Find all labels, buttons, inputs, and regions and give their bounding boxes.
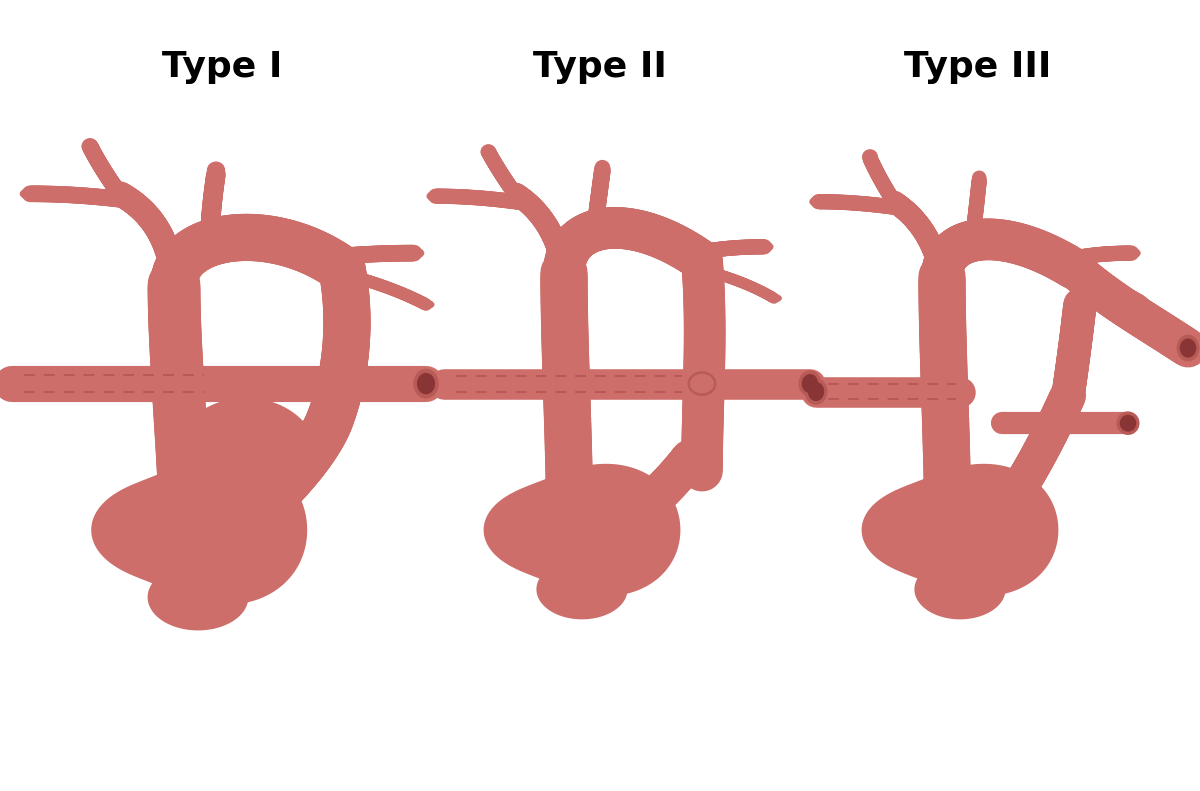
Ellipse shape — [809, 383, 823, 400]
Polygon shape — [914, 559, 1006, 619]
Text: Type I: Type I — [162, 51, 282, 84]
Polygon shape — [536, 559, 628, 619]
Ellipse shape — [972, 172, 986, 184]
Ellipse shape — [404, 248, 424, 258]
Ellipse shape — [1123, 248, 1140, 258]
Ellipse shape — [595, 161, 610, 175]
Ellipse shape — [419, 301, 434, 308]
Text: Type III: Type III — [905, 51, 1051, 84]
Ellipse shape — [414, 369, 438, 398]
Polygon shape — [174, 398, 319, 520]
Ellipse shape — [427, 191, 444, 201]
Ellipse shape — [1181, 339, 1195, 357]
Ellipse shape — [810, 197, 827, 206]
Ellipse shape — [863, 149, 877, 163]
Ellipse shape — [767, 294, 781, 301]
Ellipse shape — [756, 242, 773, 252]
Ellipse shape — [1135, 297, 1147, 304]
Polygon shape — [148, 564, 248, 630]
Ellipse shape — [481, 146, 496, 158]
Ellipse shape — [805, 379, 827, 404]
Ellipse shape — [83, 140, 98, 153]
Ellipse shape — [1121, 415, 1135, 431]
Text: Type II: Type II — [533, 51, 667, 84]
Ellipse shape — [1177, 335, 1199, 361]
Ellipse shape — [208, 162, 224, 178]
Ellipse shape — [1117, 412, 1139, 434]
Polygon shape — [484, 464, 680, 596]
Ellipse shape — [418, 373, 434, 394]
Polygon shape — [862, 464, 1058, 596]
Ellipse shape — [20, 188, 40, 199]
Ellipse shape — [684, 462, 720, 479]
Ellipse shape — [803, 375, 817, 392]
Polygon shape — [91, 456, 307, 604]
Ellipse shape — [799, 371, 821, 396]
